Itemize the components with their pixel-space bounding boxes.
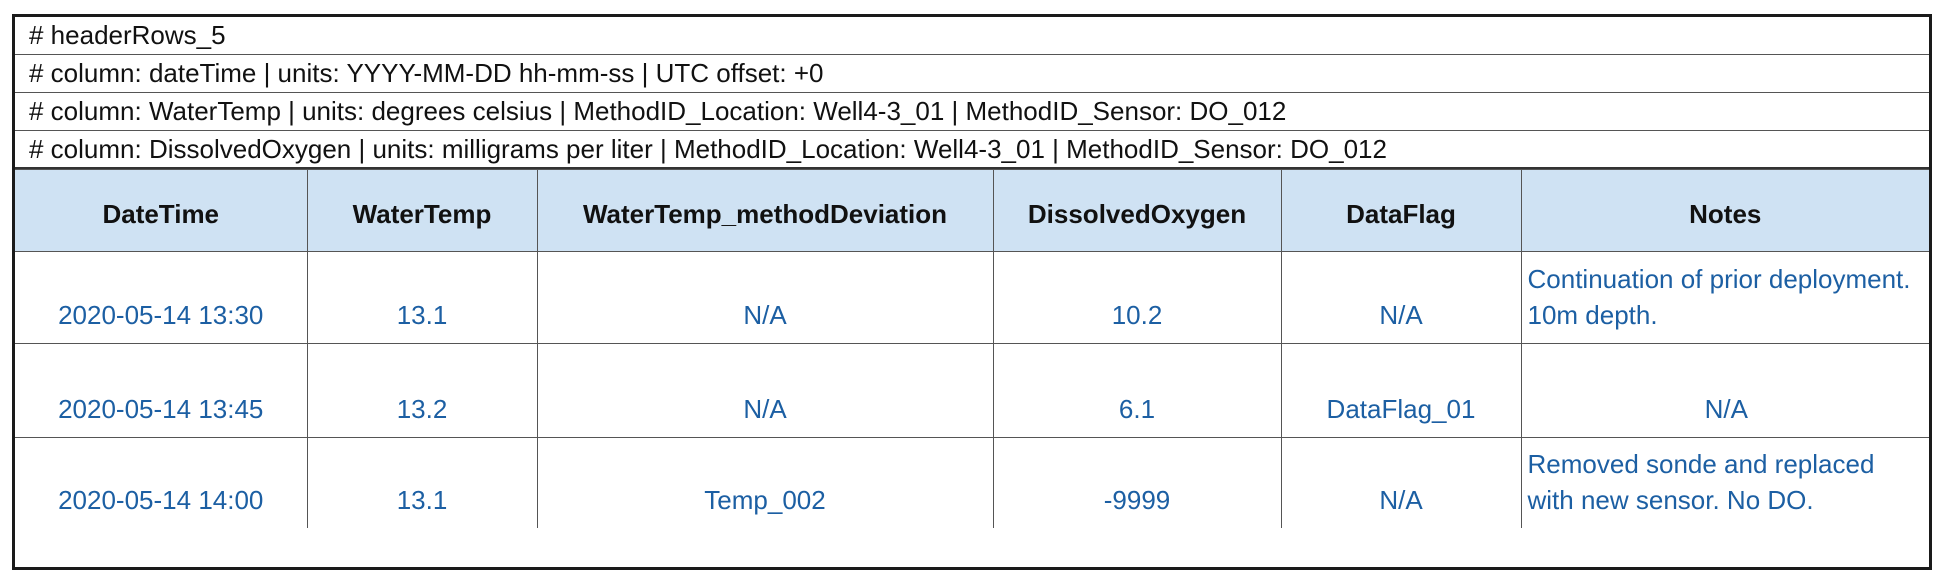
cell-watertemp-method-deviation: N/A xyxy=(536,343,994,438)
cell-watertemp-method-deviation: N/A xyxy=(536,251,994,344)
cell-watertemp: 13.1 xyxy=(306,251,538,344)
cell-watertemp: 13.1 xyxy=(306,437,538,528)
table-row: 2020-05-14 14:00 13.1 Temp_002 -9999 N/A… xyxy=(15,437,1929,528)
table-row: 2020-05-14 13:30 13.1 N/A 10.2 N/A Conti… xyxy=(15,251,1929,344)
cell-dataflag: DataFlag_01 xyxy=(1280,343,1522,438)
cell-dissolved-oxygen: -9999 xyxy=(992,437,1282,528)
column-header-datetime: DateTime xyxy=(15,169,308,252)
cell-datetime: 2020-05-14 13:30 xyxy=(15,251,308,344)
data-table: DateTime WaterTemp WaterTemp_methodDevia… xyxy=(15,169,1929,528)
cell-dissolved-oxygen: 10.2 xyxy=(992,251,1282,344)
column-header-dataflag: DataFlag xyxy=(1280,169,1522,252)
header-dissolvedoxygen-metadata: # column: DissolvedOxygen | units: milli… xyxy=(15,131,1929,169)
cell-dataflag: N/A xyxy=(1280,251,1522,344)
cell-notes: Removed sonde and replaced with new sens… xyxy=(1520,437,1929,528)
cell-watertemp-method-deviation: Temp_002 xyxy=(536,437,994,528)
header-watertemp-metadata: # column: WaterTemp | units: degrees cel… xyxy=(15,93,1929,131)
column-header-dissolved-oxygen: DissolvedOxygen xyxy=(992,169,1282,252)
column-header-watertemp: WaterTemp xyxy=(306,169,538,252)
cell-notes: N/A xyxy=(1520,343,1929,438)
header-datetime-metadata: # column: dateTime | units: YYYY-MM-DD h… xyxy=(15,55,1929,93)
column-header-notes: Notes xyxy=(1520,169,1929,252)
cell-dataflag: N/A xyxy=(1280,437,1522,528)
spreadsheet-table: # headerRows_5 # column: dateTime | unit… xyxy=(12,14,1932,570)
header-row-count: # headerRows_5 xyxy=(15,17,1929,55)
cell-datetime: 2020-05-14 13:45 xyxy=(15,343,308,438)
column-header-watertemp-method-deviation: WaterTemp_methodDeviation xyxy=(536,169,994,252)
cell-dissolved-oxygen: 6.1 xyxy=(992,343,1282,438)
cell-datetime: 2020-05-14 14:00 xyxy=(15,437,308,528)
cell-notes: Continuation of prior deployment. 10m de… xyxy=(1520,251,1929,344)
table-row: 2020-05-14 13:45 13.2 N/A 6.1 DataFlag_0… xyxy=(15,343,1929,438)
column-header-row: DateTime WaterTemp WaterTemp_methodDevia… xyxy=(15,169,1929,252)
cell-watertemp: 13.2 xyxy=(306,343,538,438)
